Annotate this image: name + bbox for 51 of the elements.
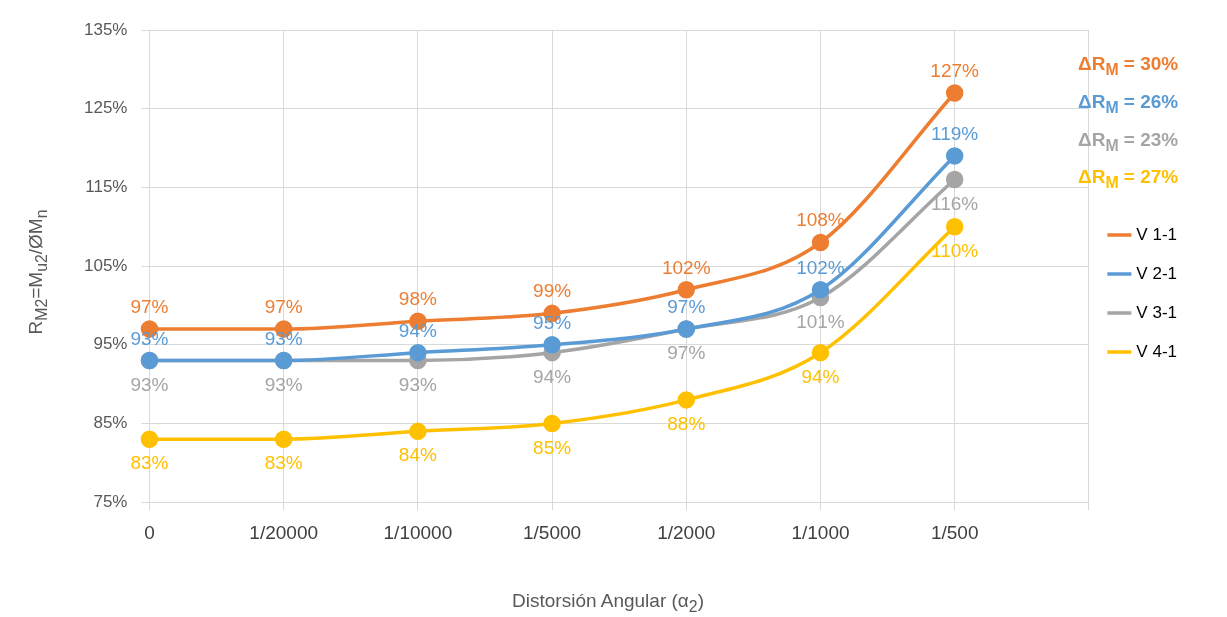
data-label: 94% xyxy=(533,365,572,387)
x-tick-label: 1/1000 xyxy=(791,521,850,543)
data-label: 99% xyxy=(533,280,572,302)
data-label: 102% xyxy=(661,256,711,278)
y-tick-label: 135% xyxy=(84,19,128,39)
data-label: 88% xyxy=(667,412,706,434)
y-tick-label: 95% xyxy=(93,334,128,354)
x-tick-label: 1/2000 xyxy=(657,521,716,543)
data-label: 108% xyxy=(796,209,845,231)
legend-label: V 4-1 xyxy=(1136,341,1178,361)
x-tick-label: 1/20000 xyxy=(249,521,319,543)
legend-label: V 2-1 xyxy=(1136,263,1178,283)
data-label: 84% xyxy=(398,444,437,466)
data-label: 97% xyxy=(667,296,706,318)
data-label: 98% xyxy=(398,288,437,310)
x-axis-title: Distorsión Angular (α$_{2}$) xyxy=(512,590,704,616)
data-label: 97% xyxy=(667,342,706,364)
data-label: 94% xyxy=(801,365,840,387)
y-tick-label: 115% xyxy=(85,177,128,197)
data-label: 93% xyxy=(130,373,169,395)
y-tick-label: 125% xyxy=(84,98,128,118)
data-label: 93% xyxy=(264,373,303,395)
data-label: 97% xyxy=(130,296,169,318)
data-label: 97% xyxy=(264,296,303,318)
annotation: ΔR$_{M}$ = 23% xyxy=(1078,127,1179,156)
y-tick-label: 105% xyxy=(84,255,128,275)
annotation: ΔR$_{M}$ = 26% xyxy=(1078,89,1179,118)
data-label: 94% xyxy=(398,319,437,341)
data-label: 83% xyxy=(130,452,169,474)
y-tick-label: 85% xyxy=(93,413,128,433)
legend-label: V 3-1 xyxy=(1136,302,1178,322)
legend-label: V 1-1 xyxy=(1136,224,1178,244)
x-tick-label: 1/10000 xyxy=(383,521,453,543)
data-label: 85% xyxy=(533,436,572,458)
data-label: 101% xyxy=(796,310,845,332)
data-label: 95% xyxy=(533,311,572,333)
annotation: ΔR$_{M}$ = 30% xyxy=(1078,52,1179,80)
annotation: ΔR$_{M}$ = 27% xyxy=(1078,165,1179,194)
x-tick-label: 1/500 xyxy=(930,521,979,543)
data-label: 110% xyxy=(931,239,979,261)
y-tick-label: 75% xyxy=(93,491,128,511)
data-label: 116% xyxy=(931,192,979,214)
x-tick-label: 1/5000 xyxy=(523,521,582,543)
data-label: 93% xyxy=(130,327,169,349)
data-label: 93% xyxy=(264,327,303,349)
data-label: 83% xyxy=(264,452,303,474)
data-label: 119% xyxy=(931,122,979,144)
x-tick-label: 0 xyxy=(144,521,155,543)
data-label: 127% xyxy=(930,59,980,81)
data-label: 102% xyxy=(796,256,845,278)
data-label: 93% xyxy=(398,373,437,395)
